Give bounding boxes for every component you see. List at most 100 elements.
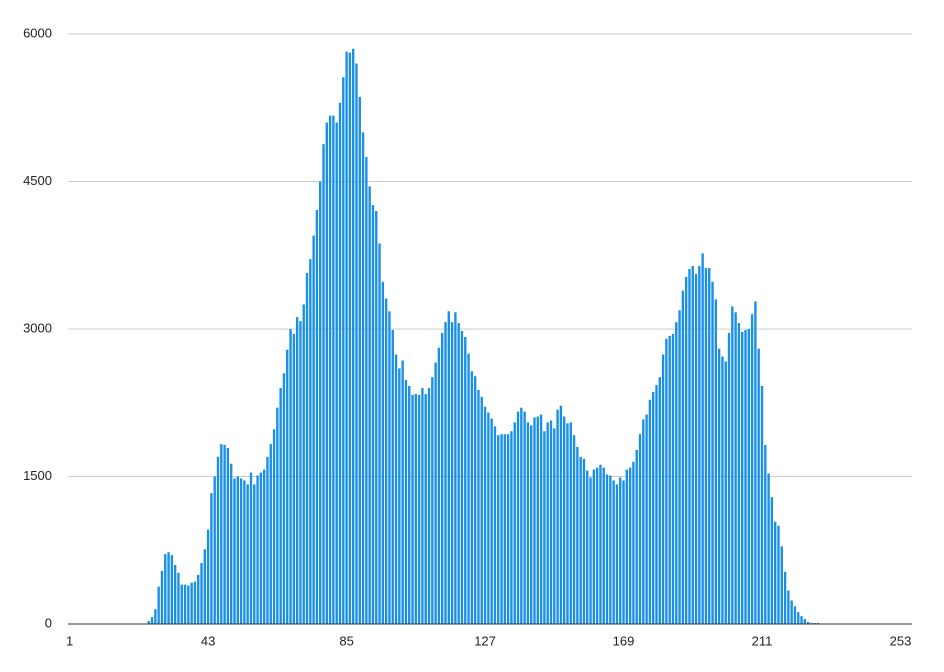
bar — [236, 476, 239, 624]
bar — [750, 314, 754, 624]
bar — [655, 385, 658, 624]
bar — [180, 584, 183, 624]
bar — [302, 304, 305, 624]
bar — [757, 348, 760, 624]
bar — [355, 63, 358, 624]
bar — [206, 529, 210, 624]
bar — [332, 115, 335, 624]
bar — [358, 96, 361, 624]
bar — [312, 235, 315, 625]
bar — [549, 420, 553, 624]
bar — [675, 322, 678, 624]
bar — [797, 612, 800, 624]
bar — [266, 456, 269, 624]
bar — [625, 469, 629, 624]
bar — [447, 311, 450, 624]
bar — [173, 565, 177, 624]
bar — [562, 416, 566, 624]
bar — [615, 484, 619, 624]
bar — [233, 478, 236, 624]
bar — [787, 590, 790, 624]
bar — [708, 268, 711, 624]
bar — [351, 48, 355, 624]
bar — [388, 311, 391, 624]
bar — [411, 394, 414, 624]
bar — [276, 407, 279, 624]
bar — [467, 353, 470, 624]
bar — [506, 434, 510, 624]
bar — [457, 323, 460, 624]
bar — [490, 418, 493, 624]
bar — [404, 380, 408, 624]
x-tick-label: 85 — [339, 633, 353, 648]
bar — [678, 310, 681, 624]
bar — [632, 461, 635, 624]
bar — [602, 467, 605, 624]
bar — [256, 475, 259, 624]
bar — [543, 431, 546, 624]
bar — [384, 298, 388, 624]
bar — [213, 476, 216, 624]
bar — [609, 475, 612, 624]
bar — [203, 549, 207, 624]
bar — [348, 52, 352, 624]
bar — [401, 360, 404, 624]
bar — [642, 419, 645, 624]
bar — [259, 472, 263, 624]
bar — [361, 132, 365, 625]
bar — [688, 269, 691, 624]
bar — [741, 331, 744, 624]
bar — [516, 411, 520, 624]
bar — [460, 330, 464, 624]
bar — [533, 417, 536, 624]
bar — [193, 581, 197, 624]
bar — [645, 414, 648, 624]
bar — [760, 386, 764, 624]
bar — [483, 406, 487, 624]
bar — [694, 273, 698, 624]
bar — [734, 312, 737, 624]
bar — [328, 115, 332, 624]
bar — [539, 414, 543, 624]
bar — [731, 306, 734, 624]
bar — [668, 335, 671, 624]
bar — [477, 389, 480, 624]
bar — [592, 469, 596, 624]
bar — [243, 480, 246, 624]
bar — [365, 156, 368, 624]
bar — [378, 243, 381, 624]
bar — [698, 266, 701, 624]
bar — [487, 412, 490, 624]
bar — [338, 102, 342, 625]
x-tick-label: 169 — [613, 633, 635, 648]
bar — [157, 586, 160, 624]
bar — [635, 449, 638, 624]
x-tick-label: 127 — [474, 633, 496, 648]
bar — [249, 472, 253, 624]
bar — [744, 329, 747, 624]
bar — [431, 377, 434, 624]
y-tick-label: 0 — [45, 615, 52, 630]
bar — [375, 211, 378, 624]
bar — [671, 333, 675, 624]
bar — [437, 347, 441, 624]
bar — [473, 376, 477, 624]
y-tick-label: 6000 — [23, 25, 52, 40]
bar — [305, 272, 309, 624]
bar — [523, 411, 526, 624]
bar — [612, 480, 615, 624]
bar — [764, 445, 767, 624]
bar — [717, 348, 721, 624]
bar — [177, 572, 180, 624]
bar — [714, 299, 718, 624]
bar — [230, 463, 233, 624]
bar — [520, 407, 523, 624]
bar — [454, 312, 457, 624]
bar — [648, 399, 652, 624]
bar — [803, 619, 807, 624]
x-tick-label: 253 — [890, 633, 912, 648]
bar — [576, 447, 579, 624]
bar — [628, 467, 632, 624]
bar — [737, 323, 741, 624]
bar — [589, 477, 592, 624]
